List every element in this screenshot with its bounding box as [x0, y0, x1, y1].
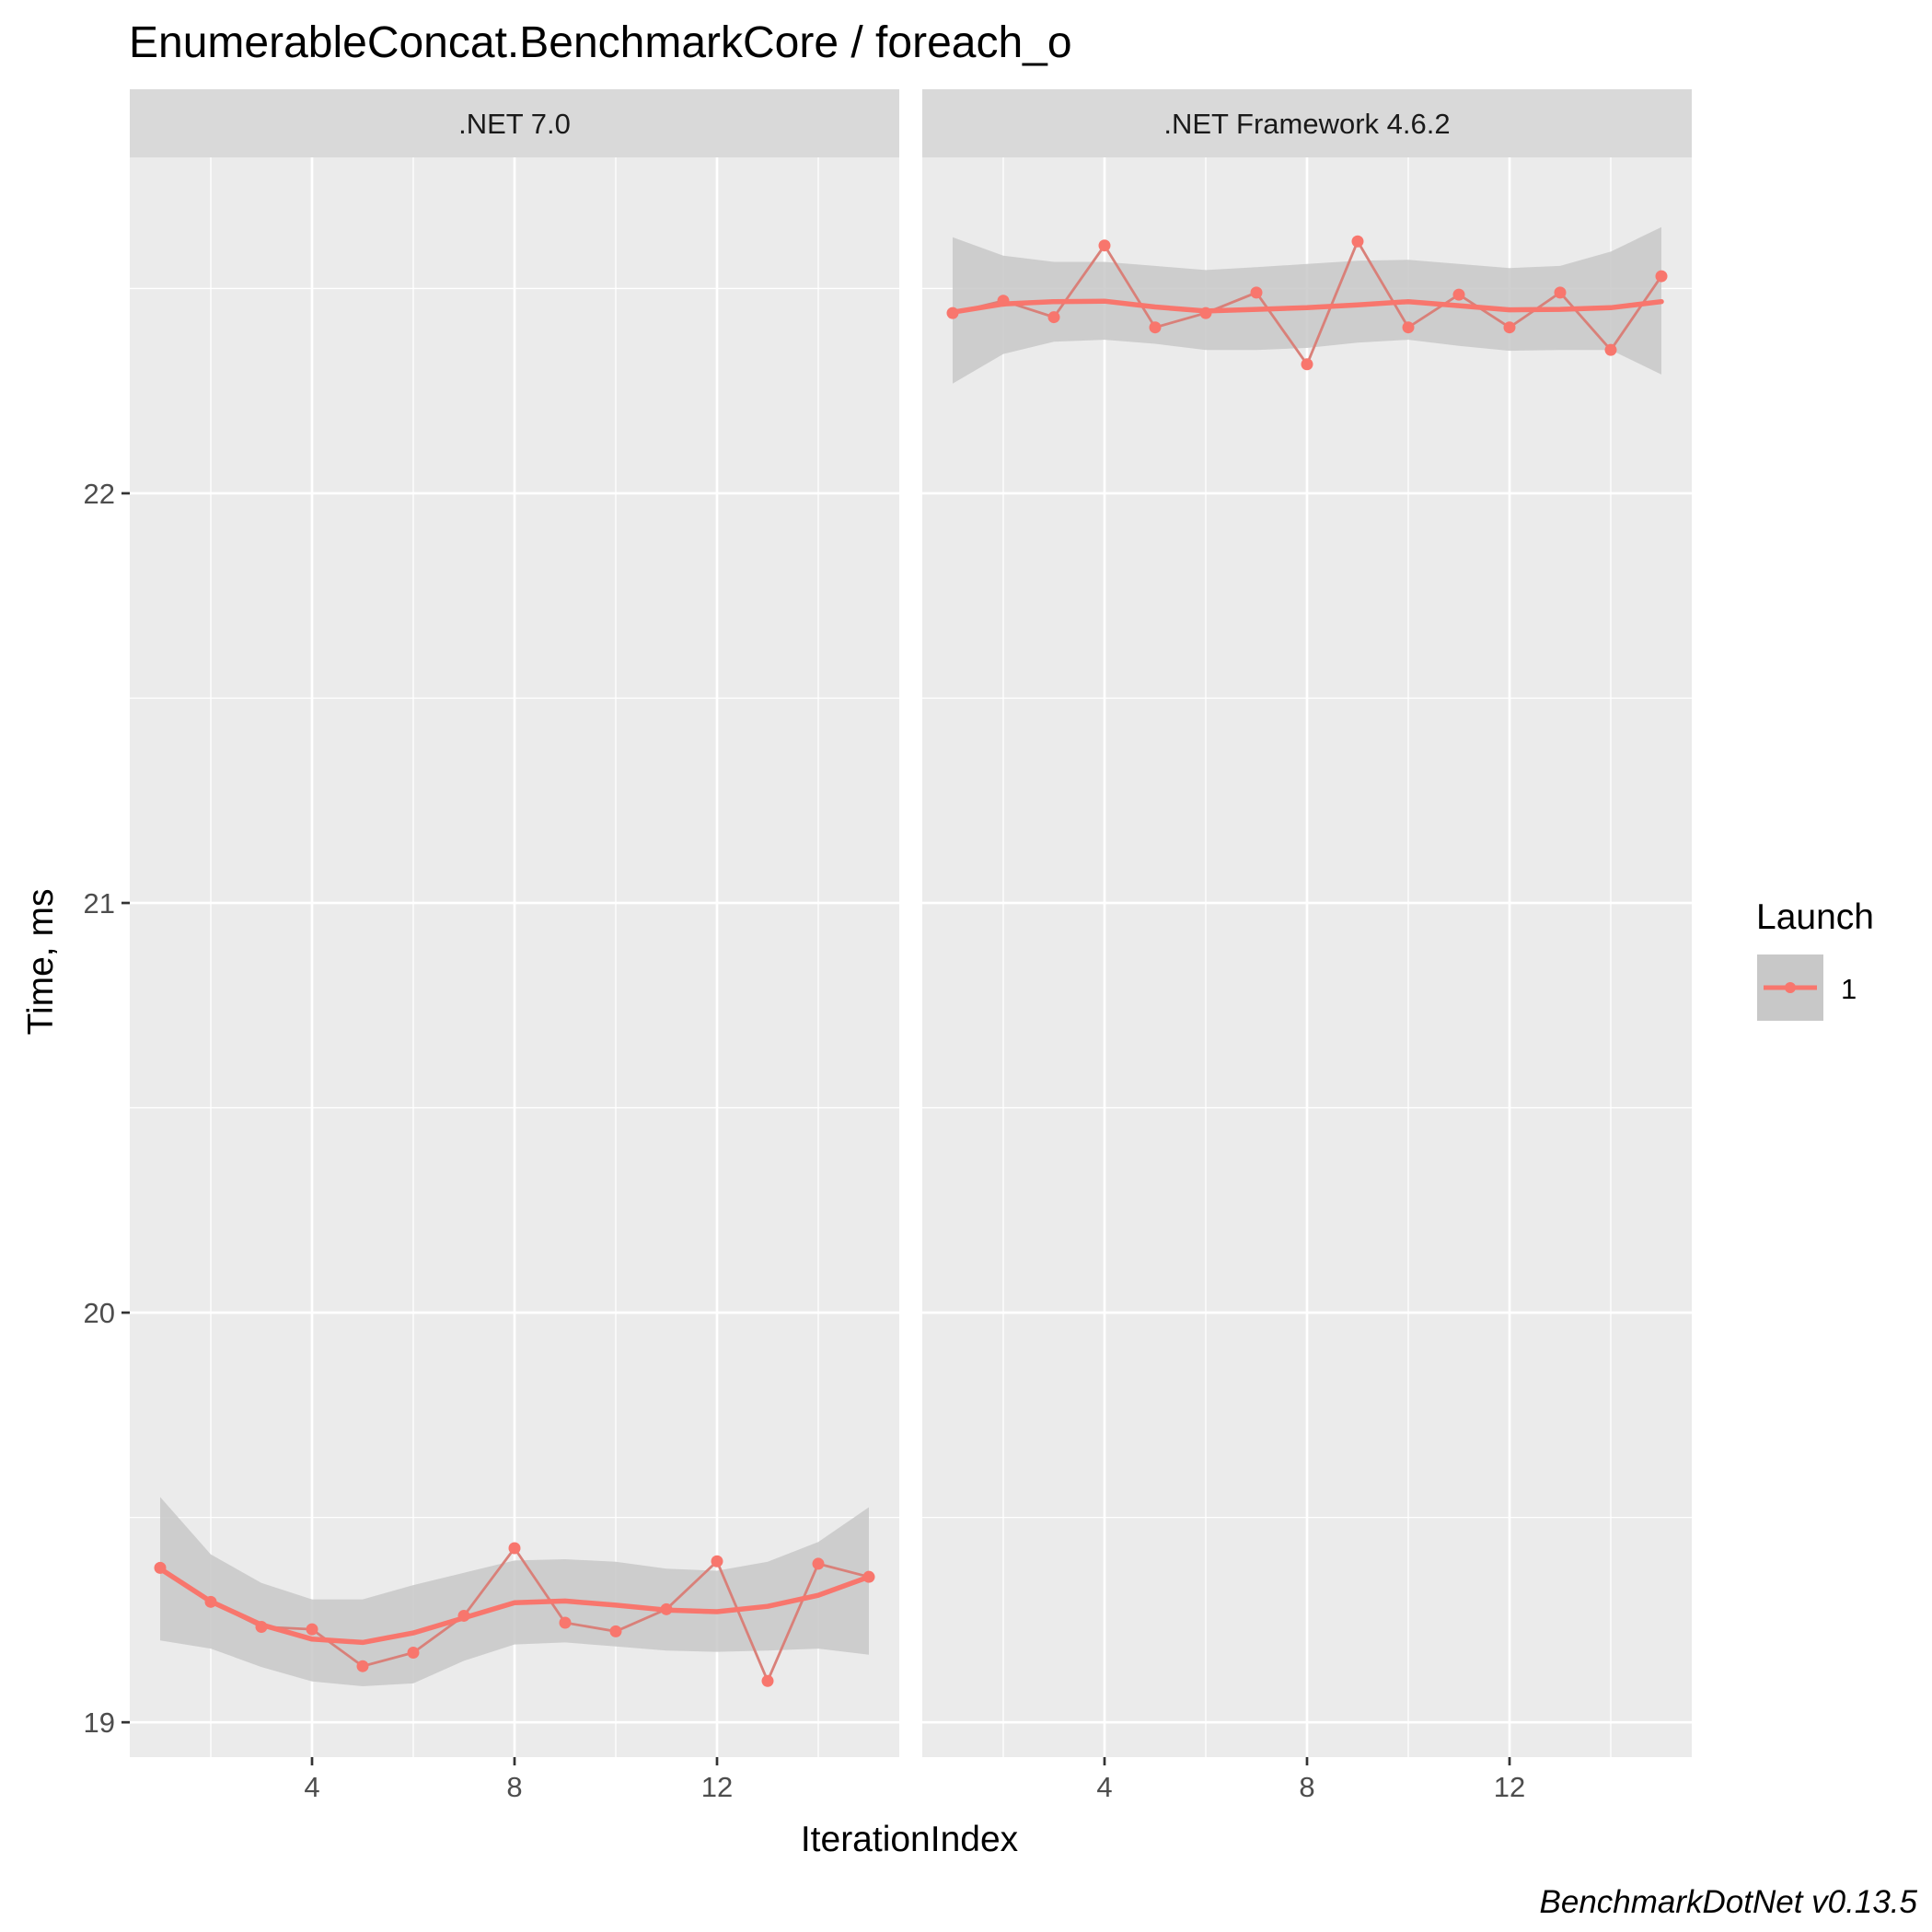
- data-point: [154, 1561, 167, 1574]
- facet-strip: [922, 89, 1692, 157]
- panel-1: .NET 7.0: [130, 89, 899, 1757]
- data-point: [761, 1674, 774, 1687]
- x-tick-label: 8: [1299, 1771, 1314, 1803]
- data-point: [559, 1616, 572, 1629]
- data-point: [356, 1660, 369, 1672]
- data-point: [1503, 321, 1516, 334]
- data-point: [812, 1557, 825, 1570]
- data-point: [407, 1647, 420, 1660]
- facet-strip-label: .NET 7.0: [458, 108, 571, 140]
- data-point: [946, 307, 959, 319]
- smooth-fit-line: [157, 1566, 872, 1646]
- y-axis: 19 20 21 22: [84, 478, 130, 1739]
- data-point: [255, 1620, 268, 1633]
- caption: BenchmarkDotNet v0.13.5: [1540, 1884, 1918, 1920]
- legend: Launch 1: [1756, 897, 1874, 1021]
- data-point: [1402, 321, 1415, 334]
- panel-2: .NET Framework 4.6.2: [922, 89, 1692, 1757]
- x-axis-title: IterationIndex: [801, 1820, 1019, 1859]
- y-tick-label: 22: [84, 478, 115, 510]
- data-point: [1199, 307, 1212, 319]
- y-axis-title: Time, ms: [21, 889, 61, 1035]
- data-point: [204, 1595, 217, 1608]
- data-point: [1604, 343, 1617, 356]
- data-point: [306, 1623, 318, 1636]
- legend-title: Launch: [1756, 897, 1874, 937]
- y-tick-label: 21: [84, 887, 115, 920]
- data-point: [711, 1555, 723, 1568]
- data-point: [1149, 321, 1162, 334]
- x-axes: 4 8 12 4 8 12: [304, 1757, 1525, 1803]
- data-point: [1098, 239, 1111, 252]
- data-point: [862, 1570, 875, 1583]
- data-point: [660, 1602, 673, 1615]
- y-tick-label: 20: [84, 1297, 115, 1329]
- data-point: [1351, 235, 1364, 248]
- facet-panels: .NET 7.0 .NET Framework 4.6.2: [130, 89, 1692, 1757]
- x-tick-label: 4: [1096, 1771, 1112, 1803]
- facet-strip-label: .NET Framework 4.6.2: [1163, 108, 1450, 140]
- data-point: [457, 1609, 470, 1622]
- x-tick-label: 4: [304, 1771, 319, 1803]
- data-point: [1554, 286, 1567, 299]
- data-point: [1301, 358, 1313, 371]
- facet-strip: [130, 89, 899, 157]
- x-tick-label: 12: [701, 1771, 733, 1803]
- data-point: [609, 1625, 622, 1637]
- legend-entry-label: 1: [1841, 973, 1857, 1005]
- x-tick-label: 12: [1494, 1771, 1525, 1803]
- chart-title: EnumerableConcat.BenchmarkCore / foreach…: [129, 18, 1072, 67]
- data-point: [508, 1542, 521, 1555]
- legend-key-point: [1785, 982, 1796, 993]
- data-point: [1452, 288, 1465, 301]
- data-point: [997, 295, 1010, 307]
- data-point: [1250, 286, 1263, 299]
- data-point: [1655, 270, 1668, 283]
- x-tick-label: 8: [506, 1771, 522, 1803]
- smooth-fit-line: [950, 298, 1664, 315]
- data-point: [1047, 311, 1060, 324]
- y-tick-label: 19: [84, 1706, 115, 1739]
